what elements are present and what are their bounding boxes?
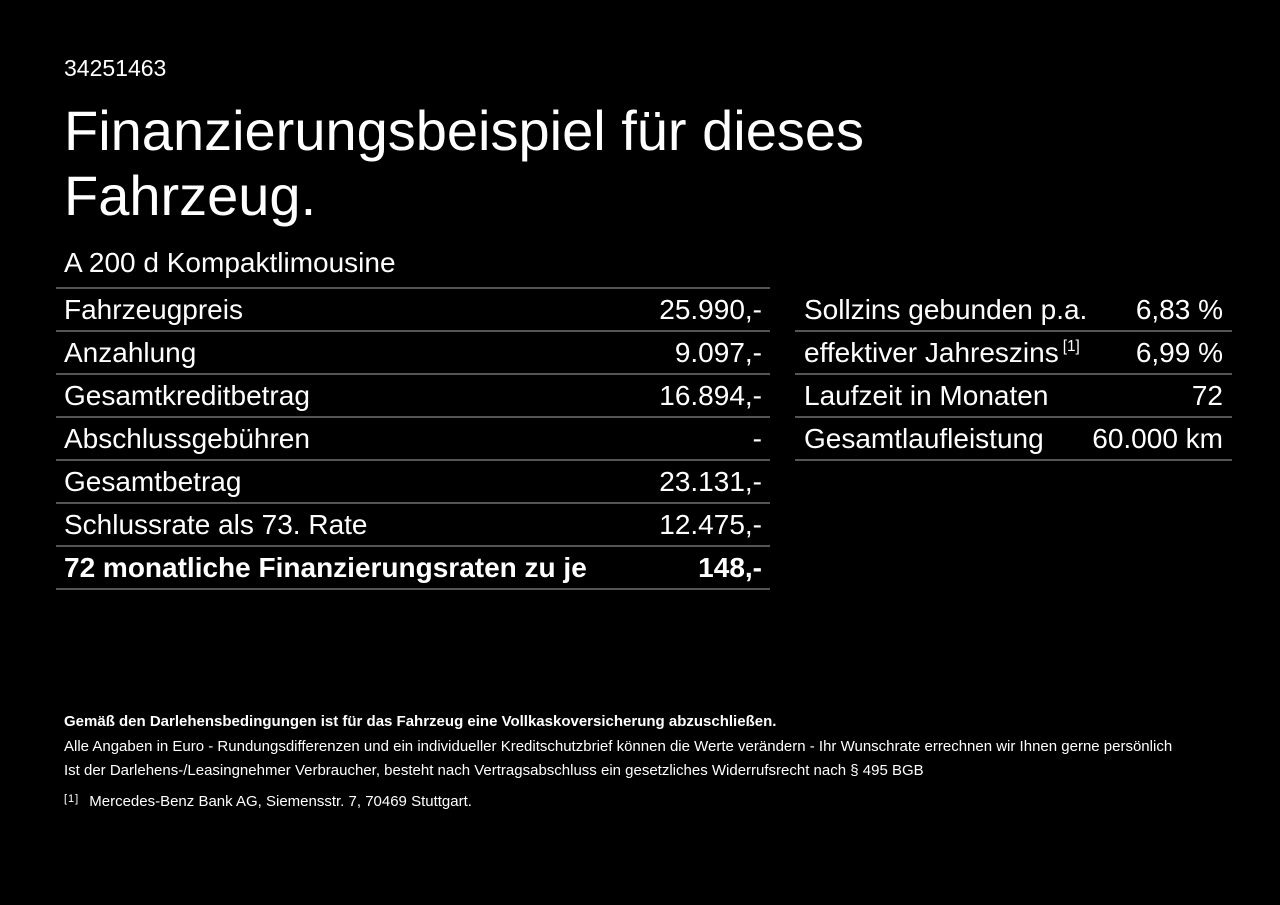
table-row-gesamtkreditbetrag: Gesamtkreditbetrag 16.894,-	[56, 375, 770, 418]
conditions-table: Sollzins gebunden p.a. 6,83 % effektiver…	[795, 289, 1232, 461]
row-label: Anzahlung	[64, 336, 197, 368]
row-value: 148,-	[698, 551, 762, 583]
row-label: Gesamtlaufleistung	[804, 422, 1044, 454]
table-row-effektiver-jahreszins: effektiver Jahreszins [1] 6,99 %	[795, 332, 1232, 375]
row-label: Gesamtkreditbetrag	[64, 379, 310, 411]
table-row-fahrzeugpreis: Fahrzeugpreis 25.990,-	[56, 289, 770, 332]
row-label: Sollzins gebunden p.a.	[804, 293, 1088, 325]
footnote-text: Mercedes-Benz Bank AG, Siemensstr. 7, 70…	[89, 793, 472, 810]
table-row-gesamtbetrag: Gesamtbetrag 23.131,-	[56, 461, 770, 504]
footnote-ref-marker: [1]	[1062, 338, 1080, 356]
table-row-laufzeit: Laufzeit in Monaten 72	[795, 375, 1232, 418]
row-value: -	[752, 422, 762, 454]
row-label: Schlussrate als 73. Rate	[64, 508, 368, 540]
listing-id: 34251463	[64, 55, 167, 81]
table-row-gesamtlaufleistung: Gesamtlaufleistung 60.000 km	[795, 418, 1232, 461]
row-label: effektiver Jahreszins [1]	[804, 336, 1080, 368]
footnote-marker: [1]	[64, 793, 80, 805]
table-row-schlussrate: Schlussrate als 73. Rate 12.475,-	[56, 504, 770, 547]
footnote: [1] Mercedes-Benz Bank AG, Siemensstr. 7,…	[64, 789, 472, 812]
table-row-monatsrate: 72 monatliche Finanzierungsraten zu je 1…	[56, 547, 770, 590]
row-value: 16.894,-	[659, 379, 762, 411]
row-value: 12.475,-	[659, 508, 762, 540]
table-row-anzahlung: Anzahlung 9.097,-	[56, 332, 770, 375]
table-row-abschlussgebuehren: Abschlussgebühren -	[56, 418, 770, 461]
insurance-requirement-note: Gemäß den Darlehensbedingungen ist für d…	[64, 713, 777, 730]
row-value: 6,83 %	[1135, 293, 1223, 325]
row-label: Fahrzeugpreis	[64, 293, 243, 325]
row-value: 25.990,-	[659, 293, 762, 325]
disclaimer-line-2: Ist der Darlehens-/Leasingnehmer Verbrau…	[64, 762, 924, 779]
table-row-sollzins: Sollzins gebunden p.a. 6,83 %	[795, 289, 1232, 332]
finance-table: Fahrzeugpreis 25.990,- Anzahlung 9.097,-…	[56, 287, 770, 590]
row-label: Gesamtbetrag	[64, 465, 242, 497]
row-value: 23.131,-	[659, 465, 762, 497]
row-label: 72 monatliche Finanzierungsraten zu je	[64, 551, 587, 583]
vehicle-model-name: A 200 d Kompaktlimousine	[64, 247, 396, 278]
disclaimer-line-1: Alle Angaben in Euro - Rundungsdifferenz…	[64, 738, 1173, 755]
row-label: Laufzeit in Monaten	[804, 379, 1049, 411]
row-label: Abschlussgebühren	[64, 422, 310, 454]
row-value: 60.000 km	[1092, 422, 1223, 454]
page-title: Finanzierungsbeispiel für dieses Fahrzeu…	[64, 99, 864, 227]
row-value: 9.097,-	[674, 336, 762, 368]
row-value: 72	[1191, 379, 1223, 411]
row-value: 6,99 %	[1135, 336, 1223, 368]
